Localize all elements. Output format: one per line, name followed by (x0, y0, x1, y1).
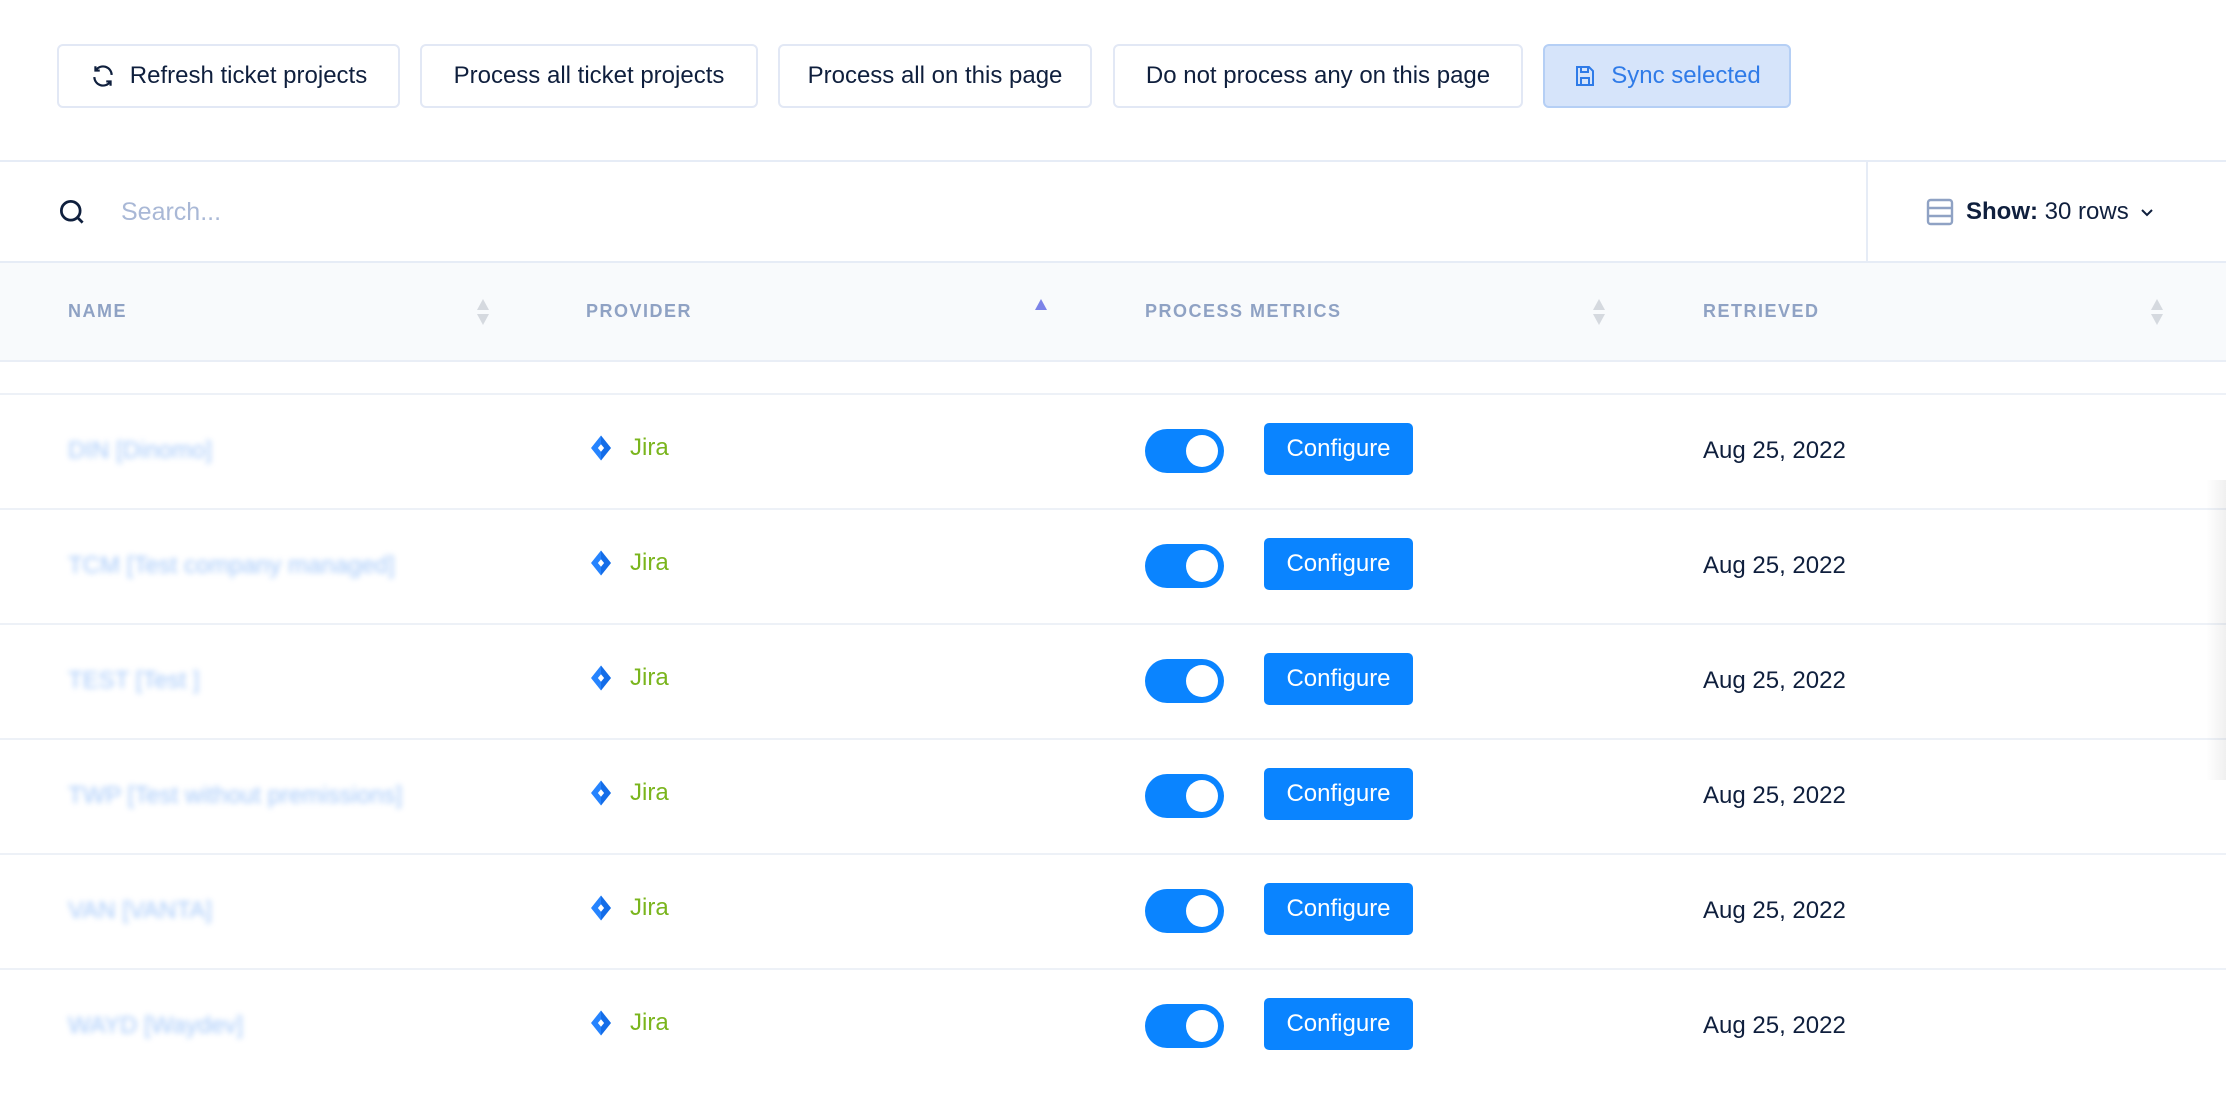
search-bar (0, 162, 1866, 262)
jira-icon (591, 895, 611, 921)
retrieved-date: Aug 25, 2022 (1703, 1012, 1846, 1039)
process-none-button[interactable]: Do not process any on this page (1113, 44, 1523, 108)
sort-icon[interactable] (1592, 297, 1606, 327)
process-page-label: Process all on this page (807, 62, 1063, 89)
table-row: TEST [Test ] Jira Configure Aug 25, 2022 (0, 623, 2226, 738)
provider-name: Jira (630, 434, 669, 461)
refresh-icon (93, 65, 113, 87)
table-row: TCM [Test company managed] Jira Configur… (0, 508, 2226, 623)
process-metrics-toggle[interactable] (1145, 1004, 1224, 1048)
jira-icon (591, 780, 611, 806)
configure-button[interactable]: Configure (1264, 423, 1413, 475)
configure-button[interactable]: Configure (1264, 768, 1413, 820)
sort-icon[interactable] (2150, 297, 2164, 327)
provider-cell: Jira (586, 1008, 669, 1038)
jira-icon (591, 665, 611, 691)
jira-icon (591, 550, 611, 576)
configure-button[interactable]: Configure (1264, 653, 1413, 705)
table-row: WAYD [Waydev] Jira Configure Aug 25, 202… (0, 968, 2226, 1083)
save-icon (1576, 66, 1595, 86)
divider (0, 160, 2226, 162)
project-name-link[interactable]: DIN [Dinomo] (68, 437, 213, 464)
chevron-down-icon (2141, 209, 2153, 217)
table-rows-icon (1926, 198, 1954, 226)
search-icon (60, 200, 84, 224)
show-label: Show: (1966, 198, 2038, 225)
project-name-link[interactable]: TEST [Test ] (68, 667, 200, 694)
sort-ascending-icon[interactable] (1034, 297, 1048, 327)
process-metrics-toggle[interactable] (1145, 774, 1224, 818)
retrieved-date: Aug 25, 2022 (1703, 782, 1846, 809)
process-metrics-toggle[interactable] (1145, 659, 1224, 703)
process-metrics-toggle[interactable] (1145, 429, 1224, 473)
process-metrics-toggle[interactable] (1145, 889, 1224, 933)
project-name-link[interactable]: TWP [Test without premissions] (68, 782, 403, 809)
column-header-retrieved[interactable]: RETRIEVED (1703, 301, 1820, 321)
sync-label: Sync selected (1611, 62, 1761, 89)
rows-per-page-select[interactable]: Show: 30 rows (1924, 162, 2155, 262)
refresh-label: Refresh ticket projects (129, 62, 368, 89)
process-metrics-toggle[interactable] (1145, 544, 1224, 588)
project-name-link[interactable]: WAYD [Waydev] (68, 1012, 244, 1039)
sync-selected-button[interactable]: Sync selected (1543, 44, 1791, 108)
show-value: 30 rows (2044, 198, 2129, 225)
provider-cell: Jira (586, 548, 669, 578)
project-name-link[interactable]: TCM [Test company managed] (68, 552, 395, 579)
provider-name: Jira (630, 664, 669, 691)
provider-name: Jira (630, 894, 669, 921)
project-name-link[interactable]: VAN [VANTA] (68, 897, 213, 924)
divider (1866, 162, 1868, 262)
sort-icon[interactable] (476, 297, 490, 327)
process-none-label: Do not process any on this page (1145, 62, 1491, 89)
configure-button[interactable]: Configure (1264, 538, 1413, 590)
drawer-edge-shadow (2206, 480, 2226, 780)
provider-name: Jira (630, 1009, 669, 1036)
retrieved-date: Aug 25, 2022 (1703, 897, 1846, 924)
table-row: VAN [VANTA] Jira Configure Aug 25, 2022 (0, 853, 2226, 968)
process-page-button[interactable]: Process all on this page (778, 44, 1092, 108)
column-header-provider[interactable]: PROVIDER (586, 301, 693, 321)
provider-cell: Jira (586, 433, 669, 463)
provider-cell: Jira (586, 778, 669, 808)
provider-cell: Jira (586, 893, 669, 923)
retrieved-date: Aug 25, 2022 (1703, 437, 1846, 464)
table-header: NAME PROVIDER PROCESS METRICS RETRIEVED (0, 263, 2226, 362)
provider-cell: Jira (586, 663, 669, 693)
jira-icon (591, 435, 611, 461)
configure-button[interactable]: Configure (1264, 998, 1413, 1050)
configure-button[interactable]: Configure (1264, 883, 1413, 935)
process-all-button[interactable]: Process all ticket projects (420, 44, 758, 108)
column-header-process-metrics[interactable]: PROCESS METRICS (1145, 301, 1342, 321)
search-input[interactable] (121, 197, 1121, 227)
jira-icon (591, 1010, 611, 1036)
provider-name: Jira (630, 779, 669, 806)
refresh-button[interactable]: Refresh ticket projects (57, 44, 400, 108)
column-header-name[interactable]: NAME (68, 301, 127, 321)
table-row: TWP [Test without premissions] Jira Conf… (0, 738, 2226, 853)
table-row: DIN [Dinomo] Jira Configure Aug 25, 2022 (0, 393, 2226, 508)
retrieved-date: Aug 25, 2022 (1703, 552, 1846, 579)
provider-name: Jira (630, 549, 669, 576)
process-all-label: Process all ticket projects (453, 62, 725, 89)
divider (0, 261, 2226, 263)
retrieved-date: Aug 25, 2022 (1703, 667, 1846, 694)
